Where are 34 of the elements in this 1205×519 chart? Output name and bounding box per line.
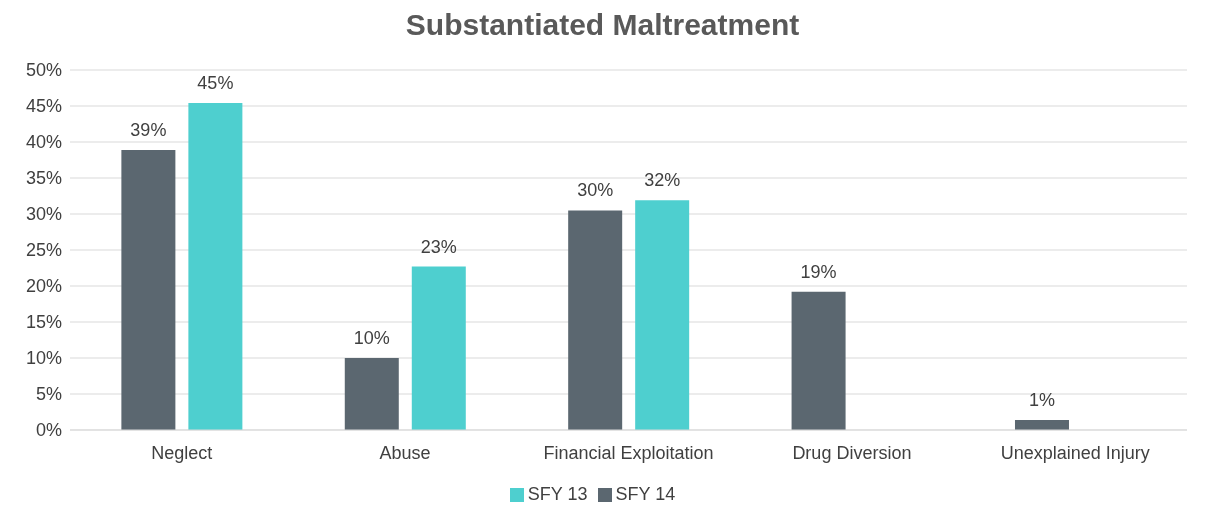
bar — [344, 358, 399, 430]
data-label: 30% — [577, 180, 614, 201]
bar — [568, 210, 623, 430]
y-tick-label: 25% — [25, 240, 62, 261]
bar — [121, 149, 176, 430]
x-tick-label: Unexplained Injury — [1000, 442, 1150, 463]
data-label: 19% — [800, 261, 837, 282]
data-label: 10% — [353, 328, 390, 348]
y-tick-label: 15% — [25, 312, 62, 333]
y-tick-label: 35% — [25, 168, 62, 189]
bar — [791, 291, 846, 430]
x-tick-label: Abuse — [379, 442, 431, 463]
data-label: 39% — [130, 119, 167, 140]
data-label: 45% — [197, 73, 234, 94]
bar — [188, 103, 243, 430]
y-tick-label: 10% — [25, 348, 62, 369]
x-tick-label: Drug Diversion — [792, 442, 912, 463]
y-tick-label: 20% — [25, 276, 62, 297]
legend-label: SFY 14 — [615, 484, 676, 504]
bar — [411, 266, 466, 430]
x-tick-label: Financial Exploitation — [543, 442, 714, 463]
data-label: 32% — [644, 170, 681, 191]
chart-title: Substantiated Maltreatment — [404, 8, 801, 43]
y-tick-label: 30% — [25, 204, 62, 225]
legend-label: SFY 13 — [527, 484, 588, 504]
x-tick-label: Neglect — [151, 442, 213, 463]
bar — [635, 200, 690, 430]
y-tick-label: 5% — [35, 384, 62, 405]
y-tick-label: 0% — [35, 420, 62, 441]
y-tick-label: 45% — [25, 96, 62, 117]
y-tick-label: 50% — [25, 60, 62, 81]
data-label: 23% — [420, 236, 457, 257]
data-label: 1% — [1028, 389, 1055, 410]
y-tick-label: 40% — [25, 132, 62, 153]
